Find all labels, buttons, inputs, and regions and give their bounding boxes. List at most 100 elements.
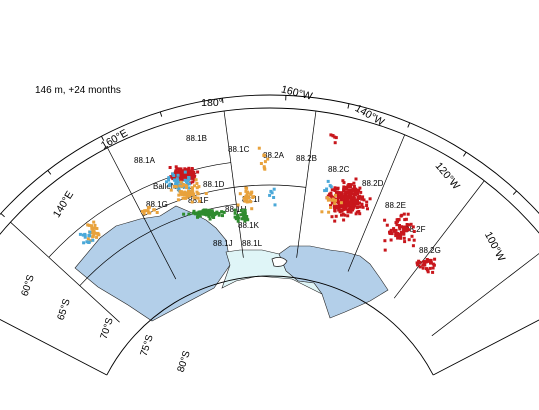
green-point — [187, 213, 190, 216]
orange-point — [187, 190, 190, 193]
green-point — [220, 210, 223, 213]
longitude-label-140-e: 140°E — [51, 189, 76, 220]
area-label-88-2g: 88.2G — [419, 246, 441, 255]
longitude-tick — [48, 170, 51, 174]
map-caption: 146 m, +24 months — [35, 85, 121, 96]
red-point — [191, 180, 194, 183]
orange-point — [327, 199, 330, 202]
latitude-label-75-s: 75°S — [139, 333, 156, 357]
orange-point — [192, 193, 195, 196]
east-edge — [433, 295, 539, 375]
longitude-label-180: 180° — [201, 97, 223, 109]
longitude-label-100-w: 100°W — [482, 230, 507, 264]
meridian-line — [432, 246, 539, 336]
red-point — [191, 171, 194, 174]
red-point — [181, 170, 184, 173]
longitude-tick — [408, 123, 410, 128]
orange-point — [237, 204, 240, 207]
red-point — [329, 133, 332, 136]
area-label-88-1c: 88.1C — [228, 145, 250, 154]
red-point — [400, 215, 403, 218]
orange-point — [197, 197, 200, 200]
red-point — [342, 199, 345, 202]
red-point — [383, 219, 386, 222]
red-point — [433, 258, 436, 261]
red-point — [426, 259, 429, 262]
blue-point — [167, 176, 170, 179]
orange-point — [250, 207, 253, 210]
red-point — [357, 210, 360, 213]
red-point — [413, 239, 416, 242]
orange-point — [191, 201, 194, 204]
orange-point — [97, 232, 100, 235]
red-point — [333, 206, 336, 209]
area-label-88-1j: 88.1J — [213, 239, 233, 248]
red-point — [346, 214, 349, 217]
red-point — [169, 166, 172, 169]
blue-point — [171, 172, 174, 175]
longitude-tick — [463, 152, 466, 156]
orange-point — [333, 202, 336, 205]
orange-point — [95, 227, 98, 230]
red-point — [403, 237, 406, 240]
red-point — [365, 201, 368, 204]
red-point — [331, 215, 334, 218]
red-point — [350, 211, 353, 214]
blue-point — [87, 234, 90, 237]
orange-point — [95, 236, 98, 239]
blue-point — [269, 190, 272, 193]
orange-point — [147, 211, 150, 214]
orange-point — [340, 201, 343, 204]
red-point — [335, 215, 338, 218]
blue-point — [272, 196, 275, 199]
area-label-88-1a: 88.1A — [134, 156, 156, 165]
red-point — [349, 202, 352, 205]
area-label-88-2b: 88.2B — [296, 154, 317, 163]
red-point — [348, 207, 351, 210]
red-point — [342, 185, 345, 188]
orange-point — [183, 191, 186, 194]
orange-point — [251, 196, 254, 199]
orange-point — [92, 221, 95, 224]
orange-point — [187, 193, 190, 196]
orange-point — [198, 200, 201, 203]
green-point — [208, 209, 211, 212]
red-point — [395, 223, 398, 226]
red-point — [341, 179, 344, 182]
orange-point — [245, 187, 248, 190]
red-point — [175, 165, 178, 168]
blue-point — [188, 182, 191, 185]
orange-point — [320, 210, 323, 213]
orange-point — [94, 224, 97, 227]
red-point — [355, 178, 358, 181]
longitude-tick — [348, 104, 349, 109]
blue-point — [325, 188, 328, 191]
red-point — [353, 185, 356, 188]
blue-point — [87, 241, 90, 244]
red-point — [347, 210, 350, 213]
area-label-88-1l: 88.1L — [242, 239, 263, 248]
blue-point — [84, 234, 87, 237]
blue-point — [79, 233, 82, 236]
orange-point — [156, 211, 159, 214]
meridian-line — [297, 111, 316, 258]
red-point — [389, 230, 392, 233]
red-point — [383, 239, 386, 242]
green-point — [221, 214, 224, 217]
red-point — [333, 220, 336, 223]
red-point — [431, 271, 434, 274]
red-point — [342, 208, 345, 211]
red-point — [358, 187, 361, 190]
latitude-label-70-s: 70°S — [99, 316, 116, 340]
orange-point — [178, 184, 181, 187]
antarctic-coast-west — [75, 206, 230, 321]
orange-point — [191, 186, 194, 189]
orange-point — [260, 162, 263, 165]
red-point — [338, 196, 341, 199]
antarctic-coast-east — [279, 246, 388, 318]
orange-point — [185, 185, 188, 188]
orange-point — [148, 206, 151, 209]
green-point — [197, 215, 200, 218]
orange-point — [177, 198, 180, 201]
